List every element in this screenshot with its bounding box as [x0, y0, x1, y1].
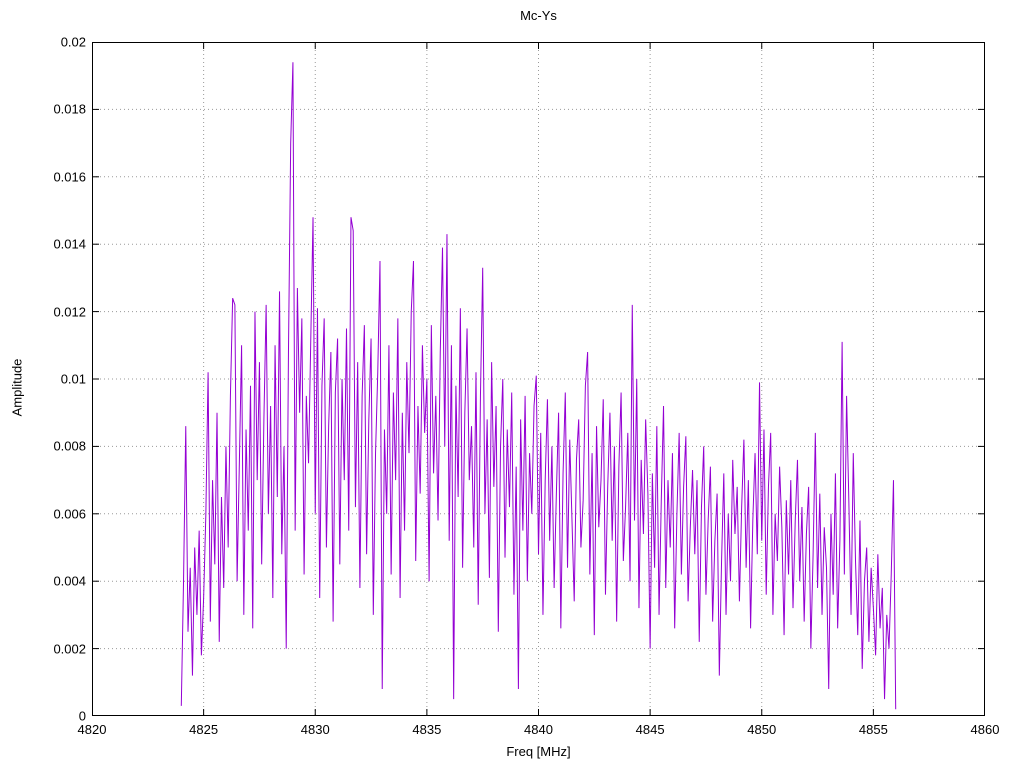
y-tick-label: 0.014 — [53, 236, 86, 252]
y-tick-label: 0.004 — [53, 573, 86, 589]
x-axis-label: Freq [MHz] — [506, 744, 571, 759]
x-tick-label: 4850 — [747, 722, 777, 737]
y-axis-label: Amplitude — [9, 358, 25, 417]
y-tick-label: 0.002 — [53, 641, 86, 657]
y-tick-label: 0.012 — [53, 304, 86, 320]
x-tick-label: 4830 — [300, 722, 330, 737]
y-tick-label: 0 — [78, 708, 86, 724]
x-tick-label: 4860 — [970, 722, 1000, 737]
x-tick-label: 4845 — [635, 722, 665, 737]
x-tick-label: 4855 — [858, 722, 888, 737]
x-tick-label: 4835 — [412, 722, 442, 737]
y-tick-label: 0.006 — [53, 506, 86, 522]
x-tick-label: 4825 — [189, 722, 219, 737]
chart-title: Mc-Ys — [520, 8, 557, 23]
x-tick-label: 4840 — [524, 722, 553, 737]
y-tick-label: 0.02 — [60, 34, 86, 50]
spectrum-plot — [91, 41, 986, 717]
y-tick-label: 0.01 — [60, 371, 86, 387]
y-tick-label: 0.018 — [53, 101, 86, 117]
x-tick-label: 4820 — [77, 722, 107, 737]
y-tick-label: 0.016 — [53, 169, 86, 185]
y-tick-label: 0.008 — [53, 438, 86, 454]
plot-area — [91, 41, 986, 717]
